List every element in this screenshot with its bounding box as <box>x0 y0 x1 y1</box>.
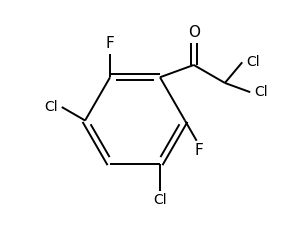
Text: Cl: Cl <box>44 100 58 114</box>
Text: Cl: Cl <box>153 193 167 207</box>
Text: Cl: Cl <box>254 85 268 99</box>
Text: F: F <box>195 143 203 158</box>
Text: Cl: Cl <box>246 55 260 69</box>
Text: O: O <box>188 25 200 40</box>
Text: F: F <box>106 36 114 51</box>
